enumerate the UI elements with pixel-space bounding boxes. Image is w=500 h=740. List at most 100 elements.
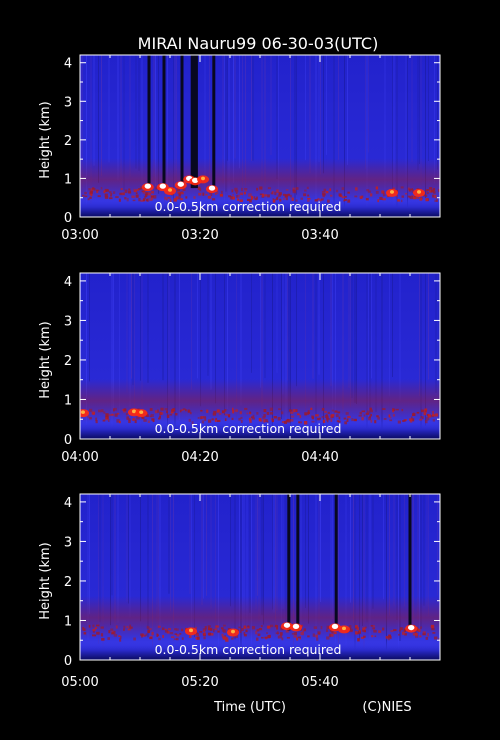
echo-speckle [82,194,85,197]
echo-speckle [297,636,301,639]
echo-speckle [273,415,277,419]
echo-speckle [119,192,123,196]
echo-speckle [184,409,187,412]
echo-speckle [275,197,278,201]
echo-speckle [363,414,366,417]
echo-speckle [263,414,266,418]
echo-speckle [388,414,391,418]
echo-speckle [257,633,261,637]
echo-speckle [181,637,184,640]
echo-speckle [313,626,318,630]
correction-note: 0.0-0.5km correction required [155,642,342,657]
echo-speckle [138,188,142,190]
echo-speckle [362,627,365,630]
echo-speckle [376,415,379,418]
y-tick-label: 1 [64,393,72,408]
echo-speckle [306,186,309,190]
echo-speckle [235,189,239,193]
echo-speckle [423,194,426,197]
echo-speckle [101,638,105,641]
echo-speckle [422,633,426,636]
echo-speckle [231,196,235,200]
near-surface-band [80,419,440,439]
y-tick-label: 1 [64,172,72,187]
echo-speckle [216,409,220,413]
echo-speckle [264,636,268,639]
echo-speckle [358,629,361,633]
echo-speckle [231,407,234,411]
echo-speckle [158,637,161,641]
echo-speckle [140,199,144,202]
echo-speckle [107,637,110,640]
echo-speckle [234,409,239,412]
echo-speckle [315,414,319,417]
echo-speckle [416,628,419,632]
echo-speckle [250,195,254,199]
echo-speckle [258,417,262,422]
echo-speckle [438,637,440,641]
echo-speckle [142,190,146,194]
echo-speckle [263,419,266,423]
echo-speckle [392,408,395,412]
echo-speckle [89,417,92,420]
echo-speckle [96,631,100,635]
signal-dropout [194,55,198,189]
echo-speckle [235,192,238,194]
echo-speckle [119,420,121,424]
y-tick-label: 2 [64,575,72,590]
echo-speckle [133,637,136,641]
echo-speckle [427,633,429,637]
echo-speckle [337,411,341,414]
echo-speckle [89,196,92,199]
echo-speckle [403,628,406,632]
echo-speckle [96,624,100,627]
echo-speckle [246,412,249,415]
echo-speckle [361,629,366,632]
echo-speckle [199,188,202,192]
echo-speckle [201,420,205,424]
echo-speckle [297,413,300,416]
echo-speckle [428,187,433,190]
echo-speckle [152,418,155,423]
echo-speckle [156,633,159,637]
echo-speckle [303,421,308,425]
echo-speckle [207,419,212,423]
echo-speckle [331,630,334,634]
echo-speckle [208,632,211,636]
echo-speckle [227,627,231,631]
echo-speckle [143,419,147,422]
echo-speckle [214,628,218,631]
echo-speckle [279,635,283,639]
echo-speckle [303,193,307,197]
echo-core [331,623,339,630]
echo-speckle [115,196,119,199]
echo-speckle [274,198,276,201]
echo-speckle [220,190,223,194]
echo-speckle [169,199,172,203]
echo-speckle [365,197,369,201]
echo-speckle [189,635,192,638]
echo-speckle [116,419,120,423]
echo-speckle [436,198,438,202]
echo-core [292,623,300,630]
echo-speckle [426,192,429,195]
echo-speckle [128,191,132,194]
echo-speckle [427,188,430,191]
echo-speckle [138,198,141,202]
echo-speckle [430,415,434,418]
echo-speckle [204,417,207,421]
echo-speckle [159,415,161,418]
y-tick-label: 2 [64,354,72,369]
echo-speckle [280,628,284,631]
echo-speckle [414,632,418,636]
echo-core [283,622,291,628]
echo-speckle [418,628,421,633]
echo-speckle [224,635,227,638]
echo-speckle [92,412,95,415]
echo-speckle [272,198,275,200]
echo-speckle [330,414,333,418]
echo-speckle [123,628,125,631]
echo-speckle [287,419,291,423]
echo-speckle [381,190,384,194]
echo-speckle [115,625,118,629]
